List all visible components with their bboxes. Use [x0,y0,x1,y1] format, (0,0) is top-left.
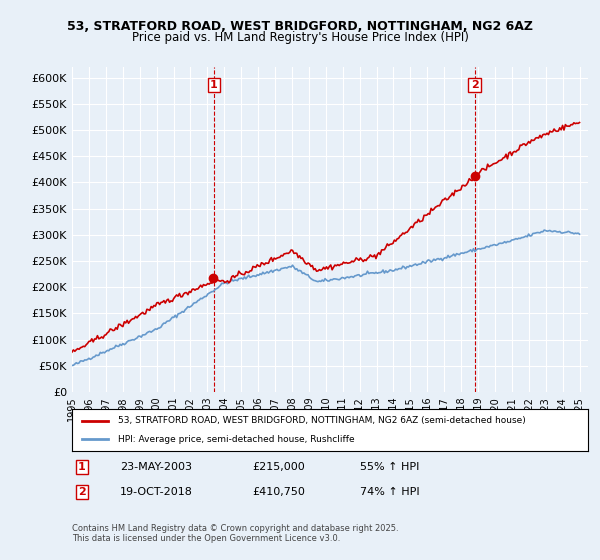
Text: 53, STRATFORD ROAD, WEST BRIDGFORD, NOTTINGHAM, NG2 6AZ: 53, STRATFORD ROAD, WEST BRIDGFORD, NOTT… [67,20,533,32]
Text: £215,000: £215,000 [252,462,305,472]
Text: 53, STRATFORD ROAD, WEST BRIDGFORD, NOTTINGHAM, NG2 6AZ (semi-detached house): 53, STRATFORD ROAD, WEST BRIDGFORD, NOTT… [118,416,526,425]
Text: 1: 1 [210,80,218,90]
Text: Price paid vs. HM Land Registry's House Price Index (HPI): Price paid vs. HM Land Registry's House … [131,31,469,44]
Text: 19-OCT-2018: 19-OCT-2018 [120,487,193,497]
Text: 55% ↑ HPI: 55% ↑ HPI [360,462,419,472]
Text: HPI: Average price, semi-detached house, Rushcliffe: HPI: Average price, semi-detached house,… [118,435,355,444]
Text: Contains HM Land Registry data © Crown copyright and database right 2025.
This d: Contains HM Land Registry data © Crown c… [72,524,398,543]
Text: £410,750: £410,750 [252,487,305,497]
Text: 23-MAY-2003: 23-MAY-2003 [120,462,192,472]
Text: 2: 2 [78,487,86,497]
Text: 1: 1 [78,462,86,472]
Text: 2: 2 [470,80,478,90]
Text: 74% ↑ HPI: 74% ↑ HPI [360,487,419,497]
